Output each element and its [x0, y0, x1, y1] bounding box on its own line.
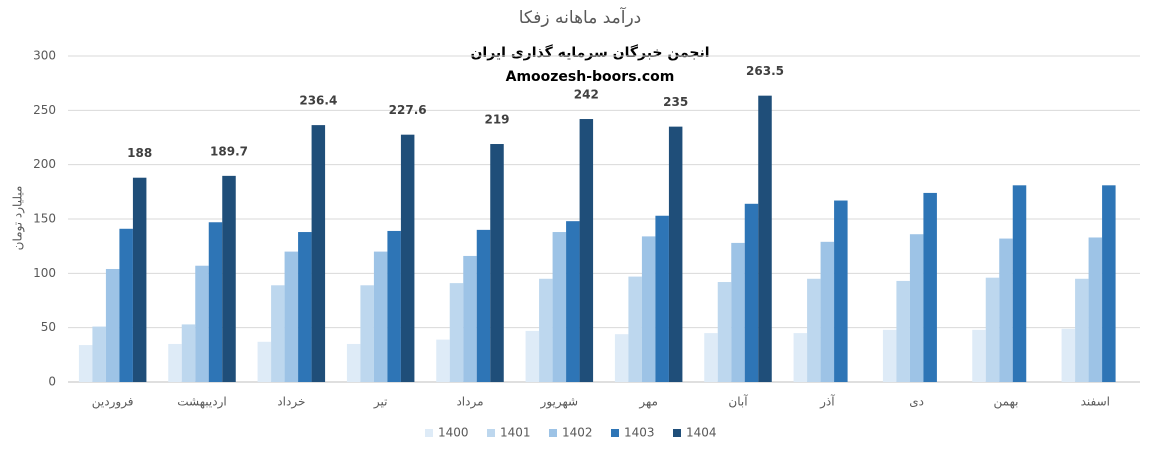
data-label: 242 [574, 88, 599, 102]
bar [655, 215, 669, 382]
y-tick-label: 200 [33, 157, 56, 171]
bar [525, 330, 540, 382]
bar [614, 334, 629, 382]
y-tick-label: 250 [33, 103, 56, 117]
bar [449, 283, 464, 382]
bar [92, 326, 106, 382]
bar [758, 95, 772, 382]
data-label: 219 [484, 113, 509, 127]
legend-swatch [487, 429, 495, 437]
x-tick-label: دی [909, 395, 924, 409]
x-tick-label: خرداد [277, 395, 305, 410]
data-label: 263.5 [746, 64, 784, 78]
bar [257, 341, 272, 382]
bar [882, 329, 897, 382]
legend-swatch [425, 429, 433, 437]
bar [476, 229, 491, 382]
bar [1102, 185, 1116, 382]
bar [387, 230, 401, 382]
bar [539, 278, 553, 382]
legend-label: 1400 [438, 426, 469, 440]
bar [346, 343, 361, 382]
data-label: 188 [127, 146, 152, 160]
bar [807, 278, 821, 382]
bar [731, 242, 745, 382]
bar [208, 222, 223, 382]
annotation: Amoozesh-boors.com [506, 69, 675, 85]
x-tick-label: آبان [728, 394, 748, 409]
annotation: انجمن خبرگان سرمایه گذاری ایران [470, 44, 709, 61]
legend-swatch [549, 429, 557, 437]
x-tick-label: اردیبهشت [177, 395, 226, 410]
bar [628, 276, 642, 382]
bar [271, 285, 285, 382]
bar [360, 285, 374, 382]
bar [834, 200, 848, 382]
bar [972, 329, 986, 382]
bar [641, 236, 656, 382]
y-tick-label: 0 [48, 375, 56, 389]
x-tick-label: مهر [638, 395, 658, 410]
bar [311, 125, 326, 382]
legend-label: 1401 [500, 426, 531, 440]
bar [490, 144, 504, 382]
bar [896, 280, 910, 382]
bar [105, 268, 120, 382]
y-axis-label: میلیارد تومان [11, 186, 26, 251]
chart-title: درآمد ماهانه زفکا [519, 6, 642, 28]
bar [566, 221, 580, 382]
bar [195, 265, 209, 382]
bar [284, 251, 299, 382]
x-tick-label: آذر [819, 394, 835, 410]
bar [1088, 237, 1103, 382]
bar [579, 119, 594, 382]
legend-label: 1403 [624, 426, 655, 440]
bar [1061, 328, 1076, 382]
y-tick-label: 100 [33, 266, 56, 280]
x-tick-label: تیر [373, 395, 388, 410]
bar [132, 177, 147, 382]
bar [1075, 278, 1089, 382]
legend-label: 1404 [686, 426, 717, 440]
x-tick-label: مرداد [456, 395, 483, 410]
y-tick-label: 50 [41, 320, 56, 334]
bar [985, 277, 1000, 382]
data-label: 235 [663, 95, 688, 109]
bar [668, 126, 683, 382]
bar [222, 175, 236, 382]
bar [793, 333, 808, 382]
bar [181, 324, 196, 382]
legend-swatch [673, 429, 681, 437]
x-tick-label: اسفند [1081, 395, 1110, 409]
bar [744, 203, 759, 382]
bar [373, 251, 388, 382]
bar [820, 241, 835, 382]
bar [463, 255, 477, 382]
x-tick-label: بهمن [994, 395, 1019, 410]
bar [704, 333, 718, 382]
bar [400, 134, 415, 382]
bar [298, 232, 312, 382]
y-tick-label: 150 [33, 212, 56, 226]
bar [436, 339, 450, 382]
y-tick-label: 300 [33, 49, 56, 63]
bar [552, 232, 567, 382]
legend-label: 1402 [562, 426, 593, 440]
bar [717, 282, 732, 382]
data-label: 227.6 [389, 103, 427, 117]
legend-swatch [611, 429, 619, 437]
data-label: 236.4 [299, 94, 337, 108]
bar [923, 192, 937, 382]
bar [909, 234, 924, 382]
bar [119, 228, 133, 382]
bar [168, 343, 182, 382]
bar [78, 345, 93, 382]
bar [999, 238, 1013, 382]
bar [1012, 185, 1027, 382]
data-label: 189.7 [210, 144, 248, 158]
x-tick-label: فروردین [92, 395, 134, 410]
x-tick-label: شهریور [540, 395, 579, 410]
